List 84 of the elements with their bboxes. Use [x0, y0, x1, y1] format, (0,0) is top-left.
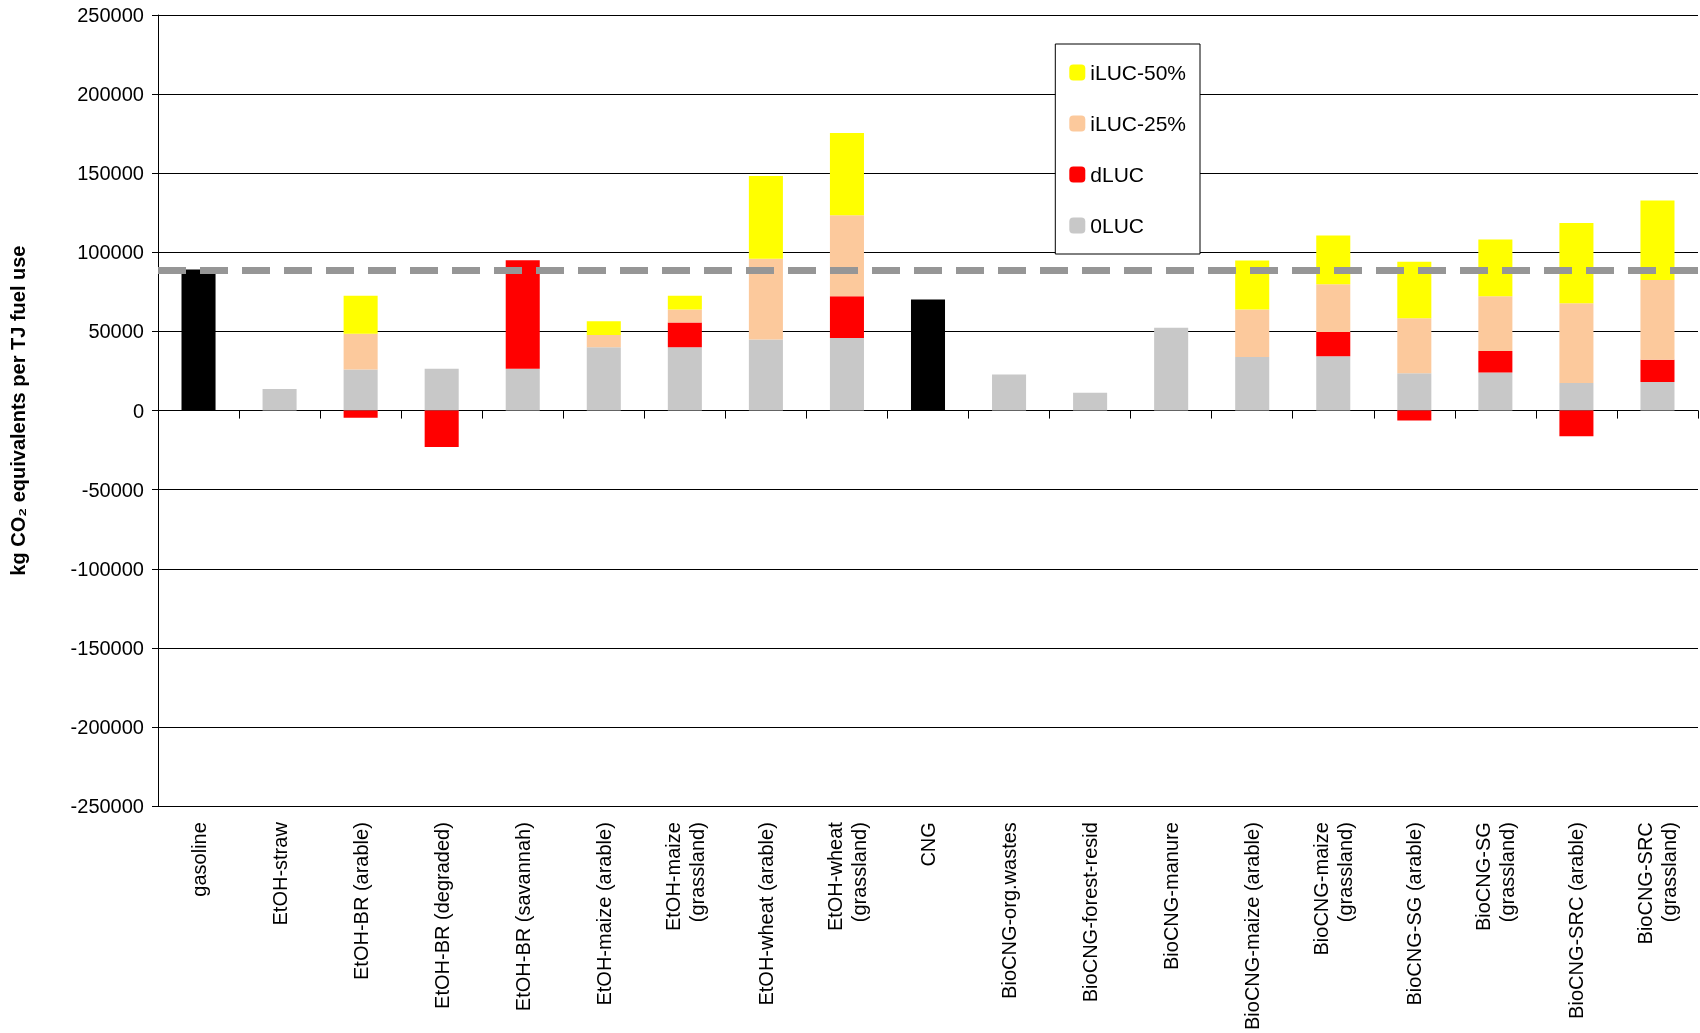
bar	[343, 333, 378, 370]
bar	[1316, 284, 1351, 332]
y-tick-label: 100000	[77, 241, 144, 264]
y-tick-label: 50000	[88, 320, 144, 343]
bar	[1640, 200, 1675, 281]
bar	[748, 175, 783, 259]
bar	[505, 368, 540, 411]
x-tick-label: EtOH-wheat (arable)	[754, 822, 777, 1006]
legend-label: iLUC-50%	[1090, 61, 1186, 84]
y-tick-label: -50000	[81, 478, 144, 501]
y-tick-label: -250000	[70, 795, 144, 818]
x-tick-label: EtOH-BR (savannah)	[511, 822, 534, 1012]
x-tick-label: BioCNG-forest-resid	[1079, 822, 1102, 1003]
bar	[1397, 410, 1432, 421]
bar	[343, 410, 378, 418]
bar	[748, 258, 783, 340]
bar	[667, 322, 702, 348]
bar	[1559, 410, 1594, 437]
legend-label: 0LUC	[1090, 214, 1144, 237]
x-tick-label: BioCNG-SG (grassland)	[1472, 822, 1519, 932]
bar	[1235, 309, 1270, 358]
x-tick-label: BioCNG-SRC (grassland)	[1634, 822, 1681, 945]
bar	[1640, 381, 1675, 411]
y-tick-label: -100000	[70, 557, 144, 580]
x-tick-label: EtOH-wheat (grassland)	[823, 821, 870, 932]
y-tick-label: 150000	[77, 162, 144, 185]
bar	[1316, 356, 1351, 411]
y-tick-label: 250000	[77, 4, 144, 26]
x-tick-label: CNG	[917, 822, 939, 867]
bar	[1154, 327, 1189, 411]
bar	[1478, 296, 1513, 351]
bar	[829, 215, 864, 297]
bar	[586, 321, 621, 335]
bar	[1640, 359, 1675, 382]
legend-label: iLUC-25%	[1090, 112, 1186, 135]
bar	[829, 338, 864, 411]
bar	[1478, 239, 1513, 297]
y-axis-title: kg CO₂ equivalents per TJ fuel use	[7, 245, 29, 576]
bar	[343, 295, 378, 334]
bar	[667, 295, 702, 310]
x-tick-label: BioCNG-SRC (arable)	[1565, 822, 1588, 1019]
bar	[667, 309, 702, 323]
bar	[505, 260, 540, 369]
bar	[829, 132, 864, 216]
bar	[262, 389, 297, 411]
bar	[829, 296, 864, 339]
x-tick-label: EtOH-maize (grassland)	[661, 822, 708, 932]
x-tick-label: EtOH-straw	[268, 821, 291, 926]
bar	[748, 339, 783, 411]
x-tick-label: BioCNG-manure	[1160, 822, 1183, 970]
y-tick-label: -150000	[70, 636, 144, 659]
bar	[1559, 222, 1594, 304]
legend-label: dLUC	[1090, 163, 1144, 186]
x-tick-label: BioCNG-maize (grassland)	[1310, 822, 1357, 956]
bar	[1559, 303, 1594, 383]
bar	[424, 368, 459, 411]
bar	[424, 410, 459, 447]
bar	[1640, 280, 1675, 360]
x-tick-label: BioCNG-SG (arable)	[1403, 822, 1426, 1006]
bar	[1316, 331, 1351, 357]
bar	[586, 334, 621, 348]
y-tick-label: 200000	[77, 83, 144, 106]
bar	[1478, 372, 1513, 411]
bar	[667, 347, 702, 411]
bar	[1478, 350, 1513, 373]
x-tick-label: BioCNG-org.wastes	[998, 822, 1021, 999]
x-tick-label: EtOH-BR (arable)	[349, 822, 372, 980]
x-tick-label: gasoline	[187, 822, 210, 897]
bar	[1397, 261, 1432, 319]
x-tick-label: EtOH-maize (arable)	[592, 822, 615, 1006]
bar	[1397, 373, 1432, 411]
bar	[1073, 392, 1108, 411]
bar	[1559, 382, 1594, 411]
x-tick-label: BioCNG-maize (arable)	[1241, 822, 1264, 1031]
x-tick-label: EtOH-BR (degraded)	[430, 822, 453, 1009]
bar	[343, 369, 378, 411]
bar	[1235, 260, 1270, 310]
bar	[586, 347, 621, 411]
y-tick-label: 0	[132, 399, 144, 422]
bar	[1316, 235, 1351, 285]
bar	[992, 374, 1027, 411]
y-tick-label: -200000	[70, 716, 144, 739]
bar	[1235, 357, 1270, 411]
bar	[1397, 318, 1432, 374]
